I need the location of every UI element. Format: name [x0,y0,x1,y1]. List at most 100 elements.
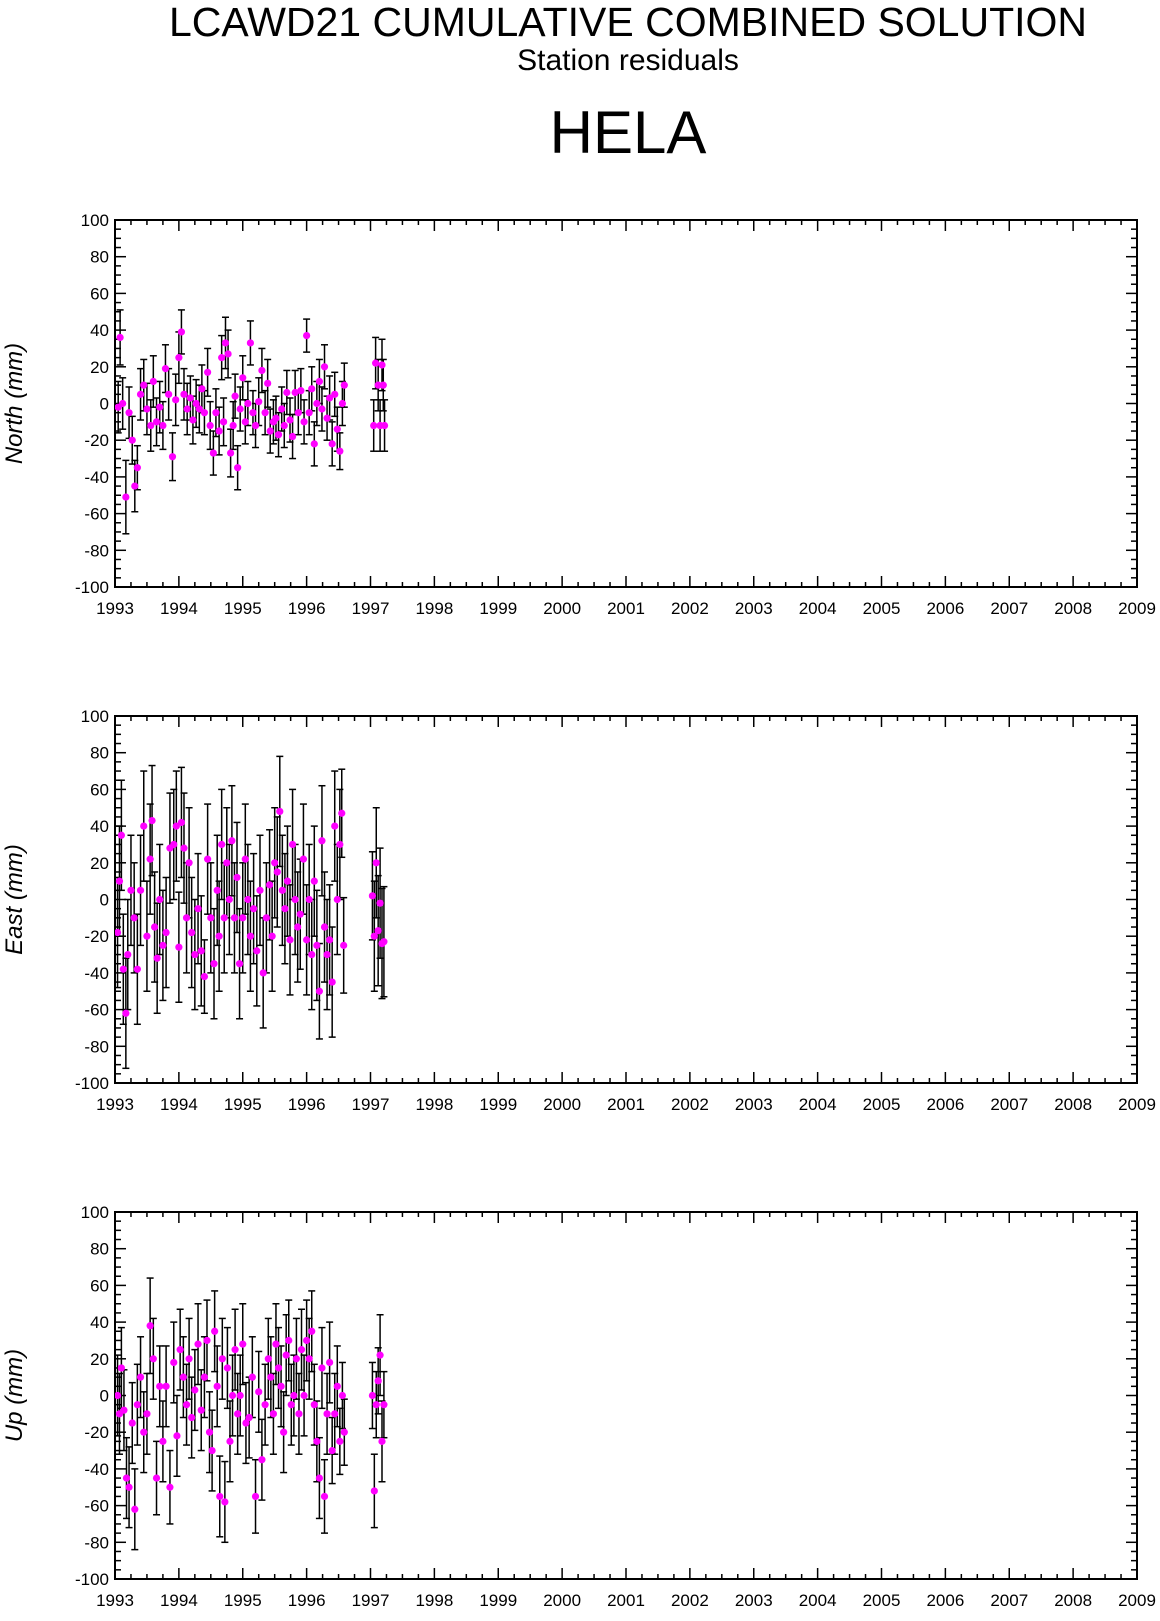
up-data-point [140,1428,148,1436]
east-data-point [172,822,180,830]
north-data-point [215,427,223,435]
east-data-point [153,954,161,962]
up-data-point [295,1410,303,1418]
east-data-point [197,947,205,955]
north-data-point [125,409,133,417]
up-data-point [194,1340,202,1348]
up-y-tick-label: 40 [90,1313,109,1332]
up-y-tick-label: -100 [75,1570,109,1589]
east-data-point [133,965,141,973]
up-data-point [328,1446,336,1455]
up-data-point [234,1410,242,1418]
north-x-tick-label: 1998 [415,599,453,618]
up-data-point [378,1437,386,1445]
north-data-point [204,368,212,376]
north-y-axis-label: North (mm) [1,343,28,464]
up-data-point [236,1391,244,1400]
north-data-point [212,409,220,417]
north-panel: 100 80 60 40 20 0 -20 -40 -60 -80 -100 1993 1994 1995… [1,211,1156,618]
up-data-point [340,1428,348,1436]
east-y-tick-label: 0 [100,891,109,910]
east-data-point [136,886,145,894]
east-data-point [124,950,132,959]
north-x-tick-label: 2005 [863,599,901,618]
east-data-point [146,855,154,863]
east-data-point [204,855,212,863]
north-x-tick-label: 2006 [926,599,964,618]
up-data-point [170,1358,178,1367]
up-x-tick-label: 1993 [96,1591,134,1610]
east-data-point [180,844,188,852]
east-data-point [140,822,148,830]
chart-subtitle: Station residuals [517,44,739,77]
north-data-point [131,482,139,490]
up-data-point [211,1327,219,1335]
north-data-point [340,381,348,389]
north-data-point [318,405,326,413]
east-data-point [223,859,231,867]
up-data-point [223,1364,232,1372]
north-y-tick-label: 40 [90,321,109,340]
north-data-point [374,381,382,389]
up-data-point [267,1373,275,1381]
east-data-point [127,886,135,894]
east-data-point [194,905,202,913]
north-x-tick-label: 2008 [1054,599,1092,618]
east-data-point [151,923,159,931]
north-data-point [244,399,252,408]
north-data-point [152,418,161,426]
up-data-point [261,1401,269,1409]
north-data-point [274,431,283,439]
east-data-point [320,923,329,931]
north-data-point [156,403,164,411]
up-x-tick-label: 2000 [543,1591,581,1610]
up-data-point [136,1373,145,1381]
north-data-point [186,394,194,402]
east-data-point [305,895,313,904]
east-data-point [333,895,341,904]
north-data-point [300,418,308,426]
up-data-point [323,1410,331,1418]
up-data-point [372,1401,380,1409]
north-x-tick-label: 2003 [735,599,773,618]
east-y-tick-label: 60 [90,780,109,799]
east-y-tick-label: 40 [90,817,109,836]
up-data-point [221,1498,229,1506]
up-data-point [315,1474,323,1482]
east-data-point [328,978,336,986]
up-data-point [188,1413,196,1422]
east-data-point [374,927,382,935]
north-x-tick-label: 1994 [160,599,198,618]
north-data-point [308,385,316,393]
east-x-tick-label: 1998 [415,1095,453,1114]
north-data-point [183,405,191,413]
up-data-point [380,1401,388,1409]
up-data-point [300,1391,308,1400]
up-x-tick-label: 1995 [224,1591,262,1610]
east-y-axis-label: East (mm) [1,844,28,955]
east-data-point [313,941,321,949]
east-data-point [273,868,281,876]
east-x-tick-label: 1995 [224,1095,262,1114]
up-x-tick-label: 2003 [735,1591,773,1610]
east-data-point [253,947,261,955]
up-data-point [297,1346,306,1354]
up-data-point [308,1327,316,1335]
up-data-point [277,1382,285,1390]
east-x-tick-label: 2005 [863,1095,901,1114]
up-data-point [231,1346,239,1354]
up-data-point [182,1401,191,1409]
east-data-point [326,936,334,944]
north-data-point [326,394,334,402]
north-data-point [305,409,313,417]
up-data-point [285,1336,293,1345]
east-data-point [233,873,241,882]
up-data-point [338,1391,346,1400]
north-x-tick-label: 2004 [799,599,837,618]
east-y-tick-label: -40 [84,964,109,983]
north-data-point [249,409,257,417]
north-data-point [266,427,274,435]
east-data-point [338,809,346,817]
north-data-point [370,421,378,430]
north-data-point [119,399,127,408]
